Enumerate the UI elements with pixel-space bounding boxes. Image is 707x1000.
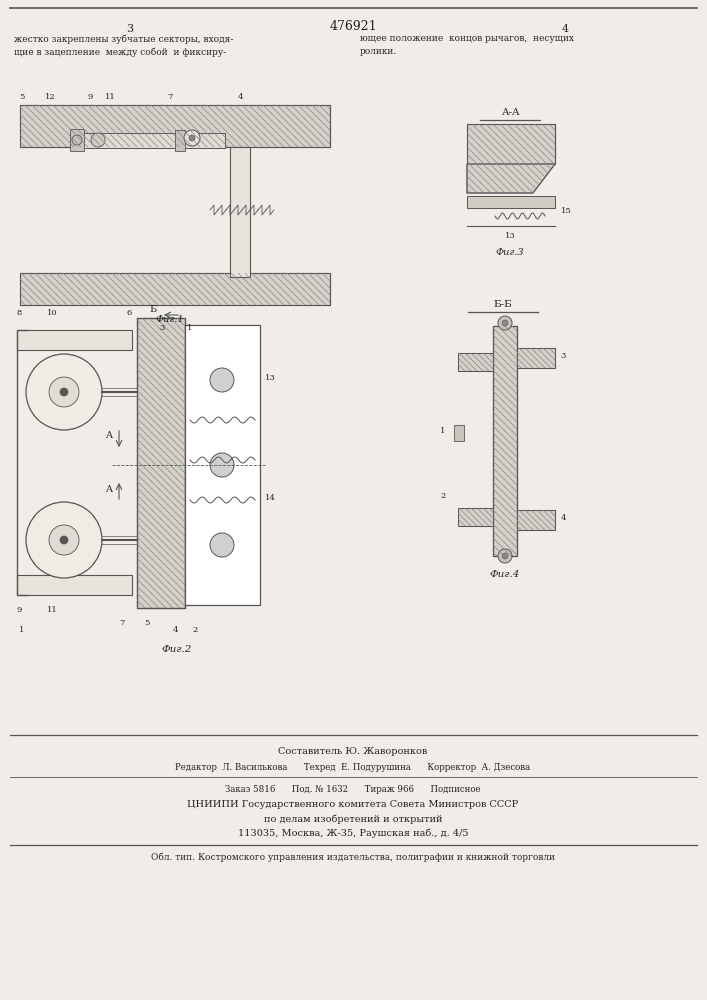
Circle shape (26, 502, 102, 578)
Circle shape (60, 536, 68, 544)
Text: ЦНИИПИ Государственного комитета Совета Министров СССР: ЦНИИПИ Государственного комитета Совета … (187, 800, 519, 809)
Text: 2: 2 (440, 492, 445, 500)
Text: 1: 1 (440, 427, 445, 435)
Polygon shape (20, 273, 330, 305)
Polygon shape (467, 164, 555, 193)
Text: 8: 8 (17, 309, 23, 317)
Bar (493, 326, 517, 556)
Bar (17, 575, 132, 595)
Bar (70, 129, 84, 151)
Bar (20, 105, 330, 147)
Bar (70, 133, 225, 148)
Text: Фиг.1: Фиг.1 (156, 315, 185, 324)
Polygon shape (20, 105, 330, 147)
Circle shape (189, 135, 195, 141)
Circle shape (60, 388, 68, 396)
Text: 6: 6 (127, 309, 132, 317)
Text: Фиг.4: Фиг.4 (490, 570, 520, 579)
Text: Заказ 5816      Под. № 1632      Тираж 966      Подписное: Заказ 5816 Под. № 1632 Тираж 966 Подписн… (226, 785, 481, 794)
Text: 12: 12 (45, 93, 55, 101)
Text: 13: 13 (265, 374, 276, 382)
Bar (454, 425, 464, 441)
Text: 3: 3 (561, 352, 566, 360)
Polygon shape (458, 508, 493, 526)
Circle shape (210, 368, 234, 392)
Text: 13: 13 (505, 232, 515, 240)
Text: 1: 1 (187, 324, 192, 332)
Text: 7: 7 (168, 93, 173, 101)
Text: 4: 4 (238, 93, 243, 101)
Bar (458, 508, 493, 526)
Text: Б: Б (150, 305, 157, 314)
Polygon shape (467, 124, 555, 164)
Text: 5: 5 (19, 93, 25, 101)
Polygon shape (517, 510, 555, 530)
Circle shape (184, 130, 200, 146)
Circle shape (498, 316, 512, 330)
Text: 11: 11 (105, 93, 115, 101)
Bar (137, 318, 185, 608)
Polygon shape (137, 318, 185, 608)
Text: 1: 1 (19, 626, 25, 634)
Circle shape (26, 354, 102, 430)
Text: A: A (105, 485, 112, 494)
Circle shape (210, 453, 234, 477)
Polygon shape (493, 326, 517, 556)
Text: ющее положение  концов рычагов,  несущих
ролики.: ющее положение концов рычагов, несущих р… (360, 34, 574, 55)
Bar (467, 196, 555, 208)
Text: 3: 3 (127, 24, 134, 34)
Polygon shape (458, 353, 493, 371)
Text: 4: 4 (561, 24, 568, 34)
Text: Б-Б: Б-Б (493, 300, 513, 309)
Text: 10: 10 (47, 309, 58, 317)
Text: 4: 4 (173, 626, 177, 634)
Bar (230, 147, 250, 277)
Circle shape (502, 553, 508, 559)
Circle shape (502, 320, 508, 326)
Circle shape (498, 549, 512, 563)
Text: по делам изобретений и открытий: по делам изобретений и открытий (264, 815, 443, 824)
Bar (458, 353, 493, 371)
Bar (175, 130, 185, 151)
Text: Обл. тип. Костромского управления издательства, полиграфии и книжной торговли: Обл. тип. Костромского управления издате… (151, 853, 555, 862)
Text: 7: 7 (119, 619, 124, 627)
Text: 4: 4 (560, 514, 566, 522)
Text: 476921: 476921 (329, 20, 377, 33)
Text: Фиг.2: Фиг.2 (162, 645, 192, 654)
Text: 14: 14 (265, 494, 276, 502)
Circle shape (49, 377, 79, 407)
Text: 113035, Москва, Ж-35, Раушская наб., д. 4/5: 113035, Москва, Ж-35, Раушская наб., д. … (238, 829, 468, 838)
Circle shape (210, 533, 234, 557)
Text: 15: 15 (561, 207, 572, 215)
Text: 3: 3 (159, 324, 164, 332)
Circle shape (49, 525, 79, 555)
Text: 5: 5 (144, 619, 150, 627)
Text: A-A: A-A (501, 108, 519, 117)
Polygon shape (517, 348, 555, 368)
Bar (20, 273, 330, 305)
Text: Составитель Ю. Жаворонков: Составитель Ю. Жаворонков (279, 747, 428, 756)
Bar (185, 325, 260, 605)
Text: A: A (105, 431, 112, 440)
Text: Редактор  Л. Василькова      Техред  Е. Подурушина      Корректор  А. Дзесова: Редактор Л. Василькова Техред Е. Подуруш… (175, 763, 530, 772)
Bar (17, 330, 132, 350)
Bar (517, 348, 555, 368)
Circle shape (91, 133, 105, 147)
Text: 9: 9 (87, 93, 93, 101)
Text: 2: 2 (192, 626, 198, 634)
Bar (467, 124, 555, 164)
Bar (517, 510, 555, 530)
Text: Фиг.3: Фиг.3 (496, 248, 525, 257)
Text: 9: 9 (17, 606, 23, 614)
Text: жестко закреплены зубчатые секторы, входя-
щие в зацепление  между собой  и фикс: жестко закреплены зубчатые секторы, вход… (14, 34, 233, 57)
Text: 11: 11 (47, 606, 58, 614)
